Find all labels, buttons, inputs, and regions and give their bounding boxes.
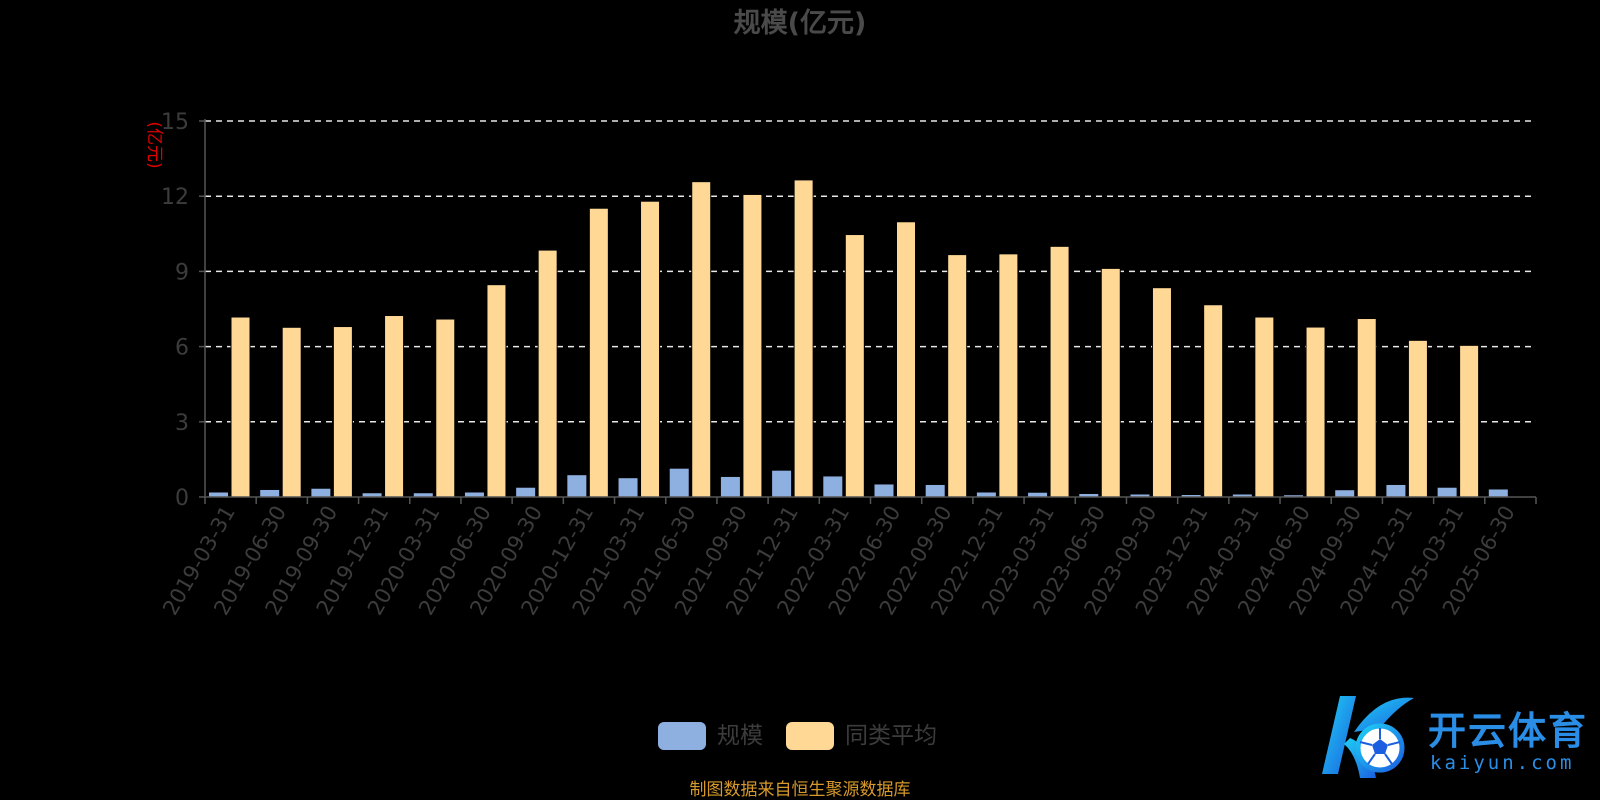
- chart-title: 规模(亿元): [734, 8, 867, 39]
- bar-规模: [823, 476, 843, 497]
- bar-同类平均: [1254, 316, 1275, 498]
- logo-brand-cn: 开云体育: [1428, 709, 1589, 753]
- bar-规模: [1028, 492, 1048, 497]
- bar-同类平均: [998, 253, 1019, 498]
- bar-同类平均: [1203, 304, 1224, 498]
- bar-规模: [1079, 493, 1099, 497]
- bar-规模: [618, 478, 638, 497]
- y-tick-label: 15: [161, 110, 189, 135]
- bar-同类平均: [1151, 287, 1172, 498]
- bar-规模: [1335, 490, 1355, 497]
- bar-同类平均: [844, 234, 865, 498]
- bar-规模: [567, 475, 587, 497]
- bar-规模: [516, 487, 536, 497]
- bar-规模: [362, 493, 382, 497]
- bar-规模: [976, 492, 996, 497]
- bar-同类平均: [896, 221, 916, 498]
- bar-规模: [1386, 484, 1406, 497]
- legend-swatch: [786, 722, 834, 750]
- y-axis-label: (亿元): [144, 121, 164, 168]
- bar-同类平均: [537, 249, 558, 498]
- bar-规模: [209, 492, 228, 497]
- bar-同类平均: [793, 179, 814, 498]
- y-tick-label: 9: [175, 260, 189, 285]
- y-tick-label: 0: [175, 486, 189, 511]
- y-tick-label: 3: [175, 411, 189, 436]
- bar-规模: [413, 493, 433, 497]
- kaiyun-soccer-k-logo-icon: [1322, 696, 1414, 778]
- legend-label: 规模: [717, 723, 763, 749]
- bars: [209, 179, 1508, 498]
- bar-规模: [1130, 494, 1150, 497]
- bar-同类平均: [332, 326, 353, 498]
- y-tick-label: 12: [161, 185, 189, 210]
- bar-同类平均: [1356, 318, 1377, 498]
- y-axis-ticks: 0 3 6 9 12 15: [161, 110, 205, 511]
- bar-规模: [464, 492, 484, 497]
- bar-规模: [1284, 495, 1304, 497]
- bar-同类平均: [742, 193, 763, 498]
- bar-同类平均: [1459, 344, 1480, 498]
- bar-同类平均: [1305, 326, 1326, 498]
- bar-同类平均: [947, 254, 968, 498]
- bar-同类平均: [1407, 339, 1428, 498]
- grid-lines: [205, 120, 1536, 423]
- bar-同类平均: [384, 315, 405, 498]
- bar-规模: [874, 484, 894, 497]
- bar-同类平均: [230, 316, 251, 498]
- axes: [204, 119, 1536, 504]
- x-axis-ticks: 2019-03-312019-06-302019-09-302019-12-31…: [158, 497, 1537, 619]
- source-note: 制图数据来自恒生聚源数据库: [690, 780, 911, 800]
- logo: 开云体育 kaiyun.com: [1310, 692, 1600, 792]
- bar-规模: [1437, 487, 1457, 497]
- bar-规模: [1232, 494, 1252, 497]
- y-tick-label: 6: [175, 336, 189, 361]
- bar-规模: [311, 488, 331, 497]
- bar-规模: [1181, 494, 1201, 497]
- bar-规模: [925, 484, 945, 497]
- bar-同类平均: [1049, 245, 1070, 498]
- bar-规模: [1488, 489, 1508, 497]
- bar-同类平均: [588, 207, 609, 498]
- bar-同类平均: [281, 326, 302, 498]
- bar-规模: [772, 470, 792, 497]
- bar-同类平均: [1100, 267, 1121, 498]
- legend-label: 同类平均: [845, 723, 937, 749]
- bar-规模: [669, 468, 689, 497]
- legend: 规模 同类平均: [658, 722, 937, 750]
- bar-同类平均: [435, 318, 456, 498]
- bar-同类平均: [691, 181, 712, 498]
- bar-规模: [260, 489, 280, 497]
- logo-brand-en: kaiyun.com: [1430, 752, 1575, 774]
- bar-同类平均: [640, 200, 661, 498]
- bar-规模: [720, 476, 740, 497]
- legend-swatch: [658, 722, 706, 750]
- bar-同类平均: [486, 284, 507, 498]
